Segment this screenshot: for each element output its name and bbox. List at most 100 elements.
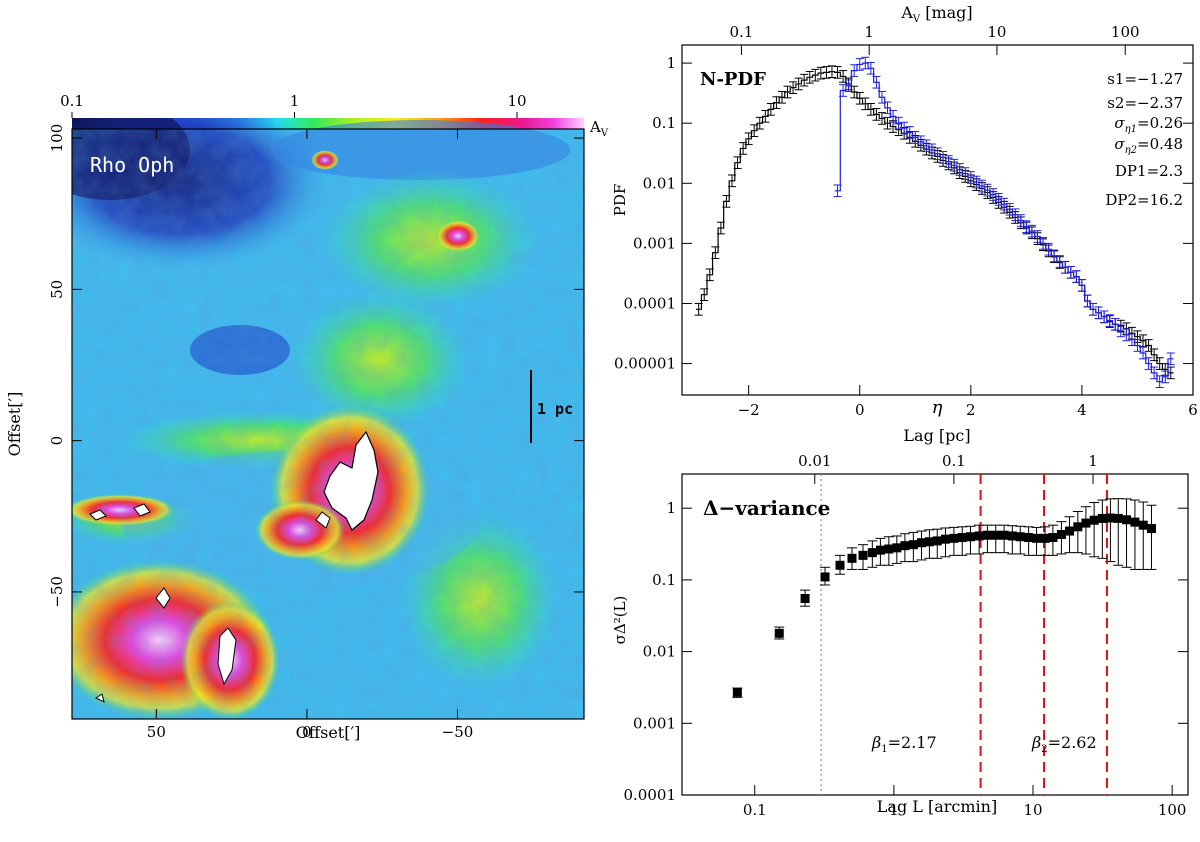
dv-data-point bbox=[982, 530, 992, 540]
npdf-title: N-PDF bbox=[700, 69, 766, 90]
dv-data-point bbox=[1138, 520, 1148, 530]
dv-data-point bbox=[884, 544, 894, 554]
map-ylabel: Offset[′] bbox=[5, 392, 24, 457]
map-ytick-label: 0 bbox=[48, 436, 66, 446]
colorbar-tick-label: 0.1 bbox=[60, 92, 84, 110]
dv-xtick-label: 0.1 bbox=[743, 801, 767, 819]
npdf-annotation: s2=−2.37 bbox=[1107, 94, 1183, 112]
map-xtick-label: −50 bbox=[442, 723, 474, 741]
dv-ytick-label: 0.1 bbox=[652, 571, 676, 589]
npdf-ytick-label: 1 bbox=[666, 54, 676, 72]
extinction-map-image bbox=[72, 118, 584, 719]
dv-data-point bbox=[1032, 533, 1042, 543]
dv-data-point bbox=[820, 572, 830, 582]
dv-data-point bbox=[1073, 522, 1083, 532]
npdf-annotation: ση1=0.26 bbox=[1114, 114, 1183, 135]
dv-annotation: β2=2.62 bbox=[1031, 733, 1097, 755]
npdf-frame bbox=[681, 44, 1194, 396]
dv-data-point bbox=[1105, 513, 1115, 523]
dv-top-tick-label: 0.01 bbox=[798, 452, 831, 470]
dv-data-point bbox=[1007, 531, 1017, 541]
dv-data-point bbox=[1146, 524, 1156, 534]
dv-data-point bbox=[835, 560, 845, 570]
colorbar-unit: AV bbox=[589, 118, 609, 139]
npdf-top-tick-label: 0.1 bbox=[730, 23, 754, 41]
colorbar bbox=[72, 118, 584, 129]
map-ytick-label: −50 bbox=[48, 576, 66, 608]
dv-ytick-label: 1 bbox=[666, 499, 676, 517]
npdf-xtick-label: 4 bbox=[1077, 401, 1087, 419]
dv-top-axis-label: Lag [pc] bbox=[903, 426, 970, 445]
npdf-xtick-label: 6 bbox=[1188, 401, 1198, 419]
dv-data-point bbox=[999, 530, 1009, 540]
dv-data-point bbox=[924, 537, 934, 547]
dv-data-point bbox=[875, 545, 885, 555]
npdf-xlabel: η bbox=[932, 397, 943, 418]
extinction-map-panel: 0.1 1 10 AV bbox=[5, 92, 609, 742]
dv-xtick-label: 10 bbox=[1023, 801, 1042, 819]
dv-ylabel: σΔ²(L) bbox=[611, 596, 629, 645]
dv-data-point bbox=[941, 534, 951, 544]
dv-data-point bbox=[1024, 533, 1034, 543]
map-xlabel: Offset[′] bbox=[296, 723, 361, 742]
dv-data-point bbox=[949, 533, 959, 543]
npdf-annotation: s1=−1.27 bbox=[1107, 70, 1183, 88]
dv-data-point bbox=[867, 548, 877, 558]
npdf-annotation: DP1=2.3 bbox=[1115, 162, 1183, 180]
dv-ytick-label: 0.001 bbox=[633, 714, 676, 732]
map-ytick-label: 100 bbox=[48, 124, 66, 153]
map-ytick-label: 50 bbox=[48, 280, 66, 299]
dv-xtick-label: 1 bbox=[889, 801, 899, 819]
dv-data-point bbox=[974, 531, 984, 541]
dv-data-point bbox=[957, 533, 967, 543]
dv-data-point bbox=[1015, 532, 1025, 542]
dv-top-tick-label: 0.1 bbox=[942, 452, 966, 470]
dv-data-point bbox=[932, 536, 942, 546]
map-xtick-label: 50 bbox=[147, 723, 166, 741]
dv-data-point bbox=[1056, 529, 1066, 539]
dv-xtick-label: 100 bbox=[1158, 801, 1187, 819]
dv-data-point bbox=[908, 540, 918, 550]
map-xtick-label: 0 bbox=[302, 723, 312, 741]
npdf-annotation: ση2=0.48 bbox=[1114, 135, 1183, 156]
dv-top-tick-label: 1 bbox=[1088, 452, 1098, 470]
scale-bar-label: 1 pc bbox=[537, 400, 573, 418]
npdf-ytick-label: 0.00001 bbox=[614, 355, 676, 373]
dv-data-point bbox=[1097, 513, 1107, 523]
npdf-xtick-label: 0 bbox=[855, 401, 865, 419]
dv-data-point bbox=[1040, 533, 1050, 543]
dv-data-point bbox=[1130, 517, 1140, 527]
npdf-series-full bbox=[695, 71, 1174, 374]
colorbar-tick-label: 1 bbox=[290, 92, 300, 110]
dv-data-point bbox=[965, 532, 975, 542]
npdf-panel: −2 0 2 4 6 1 0.1 0.01 0.001 0.0001 0.00001 0.1 1 10 10… bbox=[611, 3, 1198, 419]
delta-variance-panel: 0.1 1 10 100 1 0.1 0.01 0.001 0.0001 0.01 0.1 1 Δ−v… bbox=[611, 426, 1189, 819]
dv-xlabel: Lag L [arcmin] bbox=[877, 797, 997, 816]
dv-data-point bbox=[858, 550, 868, 560]
dv-data-point bbox=[900, 541, 910, 551]
npdf-top-tick-label: 100 bbox=[1111, 23, 1140, 41]
dv-data-point bbox=[774, 628, 784, 638]
dv-data-point bbox=[732, 687, 742, 697]
npdf-top-axis-label: AV [mag] bbox=[900, 3, 972, 25]
dv-annotation: β1=2.17 bbox=[871, 733, 937, 755]
dv-data-point bbox=[917, 538, 927, 548]
dv-data-point bbox=[892, 543, 902, 553]
dv-data-point bbox=[1113, 513, 1123, 523]
dv-data-point bbox=[991, 530, 1001, 540]
colorbar-tick-label: 10 bbox=[507, 92, 526, 110]
npdf-top-tick-label: 1 bbox=[864, 23, 874, 41]
dv-ytick-label: 0.01 bbox=[643, 643, 676, 661]
dv-ytick-label: 0.0001 bbox=[624, 786, 677, 804]
npdf-xtick-label: 2 bbox=[966, 401, 976, 419]
dv-data-point bbox=[1089, 515, 1099, 525]
npdf-xtick-label: −2 bbox=[738, 401, 760, 419]
npdf-annotation: DP2=16.2 bbox=[1105, 191, 1183, 209]
map-title: Rho Oph bbox=[90, 153, 174, 177]
npdf-ytick-label: 0.01 bbox=[643, 174, 676, 192]
npdf-ylabel: PDF bbox=[611, 184, 629, 217]
npdf-ytick-label: 0.0001 bbox=[624, 294, 677, 312]
dv-data-point bbox=[847, 553, 857, 563]
npdf-ytick-label: 0.001 bbox=[633, 234, 676, 252]
dv-frame bbox=[681, 473, 1189, 796]
